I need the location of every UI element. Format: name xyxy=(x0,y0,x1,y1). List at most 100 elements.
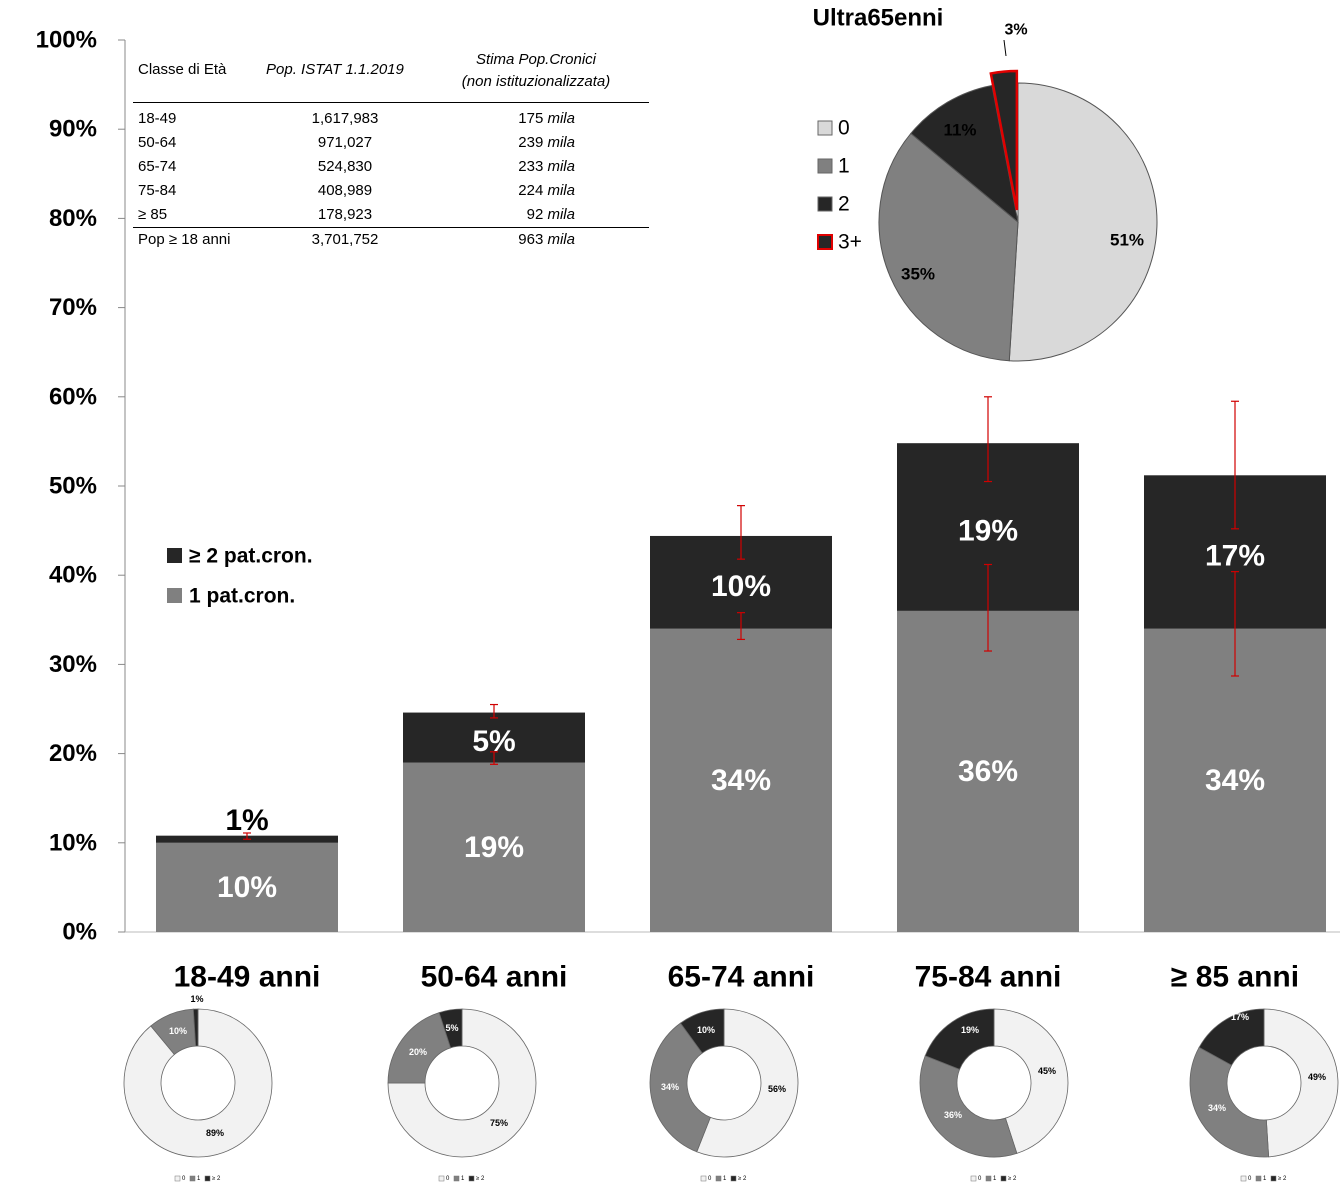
cell-estimate-value: 233 xyxy=(518,158,544,175)
table-row: 18-49 1,617,983 175 mila xyxy=(133,107,649,131)
x-category-label: 75-84 anni xyxy=(915,961,1062,994)
donut-slice xyxy=(649,1022,711,1153)
donut-legend-label: 1 xyxy=(1263,1176,1267,1182)
x-category-label: 65-74 anni xyxy=(668,961,815,994)
bar-label-2-pat-cron: 10% xyxy=(711,570,771,603)
cell-pop: 971,027 xyxy=(317,134,373,151)
header-chronic-estimate: Stima Pop.Cronici (non istituzionalizzat… xyxy=(451,49,621,93)
donut-legend-label: 1 xyxy=(723,1176,727,1182)
pie-slice-label: 3% xyxy=(1004,22,1027,39)
pie-slice xyxy=(878,132,1019,362)
table-row: 75-84 408,989 224 mila xyxy=(133,179,649,203)
donut-slice xyxy=(1189,1046,1270,1158)
pie-legend-label: 2 xyxy=(838,193,850,216)
donut-legend-label: 1 xyxy=(197,1176,201,1182)
donut-legend-swatch xyxy=(730,1175,737,1182)
donut-legend-label: ≥ 2 xyxy=(476,1176,485,1182)
bar-label-2-pat-cron: 19% xyxy=(958,515,1018,548)
donut-slice-label: 17% xyxy=(1231,1012,1249,1022)
pie-slice-label: 35% xyxy=(901,265,935,284)
cell-age: 75-84 xyxy=(138,182,177,199)
cell-estimate: 175 mila xyxy=(463,107,575,131)
bar-label-1-pat-cron: 34% xyxy=(711,764,771,797)
pie-legend-swatch xyxy=(817,120,833,136)
cell-estimate-unit: mila xyxy=(547,182,575,199)
donut-slice-label: 89% xyxy=(206,1128,224,1138)
table-row: 50-64 971,027 239 mila xyxy=(133,131,649,155)
donut-legend-swatch xyxy=(453,1175,460,1182)
donut-legend-swatch xyxy=(204,1175,211,1182)
cell-estimate-value: 239 xyxy=(518,134,544,151)
y-tick-label: 70% xyxy=(49,294,97,321)
y-tick-label: 30% xyxy=(49,651,97,678)
donut-legend-swatch xyxy=(189,1175,196,1182)
bar-1-pat-cron xyxy=(156,842,338,932)
pie-legend-label: 3+ xyxy=(838,231,862,254)
donut-slice xyxy=(438,1008,463,1049)
header-age-class: Classe di Età xyxy=(138,61,227,78)
donut-legend-swatch xyxy=(1000,1175,1007,1182)
donut-legend-swatch xyxy=(174,1175,181,1182)
bar-1-pat-cron xyxy=(650,628,832,932)
cell-estimate: 963 mila xyxy=(463,228,575,252)
donut-slice xyxy=(924,1008,995,1070)
pie-legend-swatch xyxy=(817,158,833,174)
cell-estimate: 92 mila xyxy=(463,203,575,227)
x-category-label: ≥ 85 anni xyxy=(1171,961,1299,994)
y-tick-label: 60% xyxy=(49,383,97,410)
donut-slice-label: 34% xyxy=(1208,1103,1226,1113)
donut-legend-swatch xyxy=(1240,1175,1247,1182)
donut-slice-label: 49% xyxy=(1308,1072,1326,1082)
donut-legend-swatch xyxy=(700,1175,707,1182)
cell-estimate: 233 mila xyxy=(463,155,575,179)
pie-slice xyxy=(989,69,1019,211)
donut-legend-label: 1 xyxy=(993,1176,997,1182)
pie-legend-swatch xyxy=(817,196,833,212)
pie-legend-label: 1 xyxy=(838,155,850,178)
table-row: 65-74 524,830 233 mila xyxy=(133,155,649,179)
cell-estimate-value: 92 xyxy=(526,206,544,223)
cell-age: 65-74 xyxy=(138,158,177,175)
pie-legend-swatch xyxy=(817,234,833,250)
bar-label-2-pat-cron: 1% xyxy=(225,804,268,837)
donut-slice xyxy=(192,1008,199,1047)
bar-label-1-pat-cron: 19% xyxy=(464,831,524,864)
donut-legend-swatch xyxy=(1270,1175,1277,1182)
bar-1-pat-cron xyxy=(897,610,1079,932)
y-tick-label: 0% xyxy=(62,919,97,946)
pie-slice-label: 11% xyxy=(943,121,976,140)
cell-pop: 408,989 xyxy=(317,182,373,199)
pie-slice xyxy=(1008,82,1158,362)
donut-legend-label: ≥ 2 xyxy=(1278,1176,1287,1182)
cell-estimate-value: 175 xyxy=(518,110,544,127)
donut-slice xyxy=(1198,1008,1265,1066)
bar-label-1-pat-cron: 10% xyxy=(217,871,277,904)
cell-age: 18-49 xyxy=(138,110,177,127)
y-tick-label: 100% xyxy=(36,27,97,54)
bar-1-pat-cron xyxy=(1144,628,1326,932)
legend-label-2-pat-cron: ≥ 2 pat.cron. xyxy=(189,545,313,568)
donut-legend-label: ≥ 2 xyxy=(212,1176,221,1182)
donut-legend-label: ≥ 2 xyxy=(738,1176,747,1182)
pie-leader-line xyxy=(1003,39,1007,57)
cell-estimate-unit: mila xyxy=(547,206,575,223)
donut-slice-label: 36% xyxy=(944,1110,962,1120)
donut-slice-label: 34% xyxy=(661,1082,679,1092)
donut-legend-label: 0 xyxy=(978,1176,982,1182)
cell-estimate-unit: mila xyxy=(547,110,575,127)
pie-legend-label: 0 xyxy=(838,117,850,140)
donut-slice-label: 5% xyxy=(445,1023,458,1033)
table-row: ≥ 85 178,923 92 mila xyxy=(133,203,649,227)
bar-label-2-pat-cron: 17% xyxy=(1205,540,1265,573)
donut-legend-swatch xyxy=(438,1175,445,1182)
legend-label-1-pat-cron: 1 pat.cron. xyxy=(189,585,295,608)
donut-slice-label: 19% xyxy=(961,1025,979,1035)
donut-slice xyxy=(123,1008,273,1158)
donut-slice xyxy=(993,1008,1069,1154)
donut-legend-swatch xyxy=(970,1175,977,1182)
x-category-label: 18-49 anni xyxy=(174,961,321,994)
population-table: Classe di Età Pop. ISTAT 1.1.2019 Stima … xyxy=(133,44,649,252)
donut-slice-label: 10% xyxy=(169,1026,187,1036)
donut-legend-label: 0 xyxy=(1248,1176,1252,1182)
